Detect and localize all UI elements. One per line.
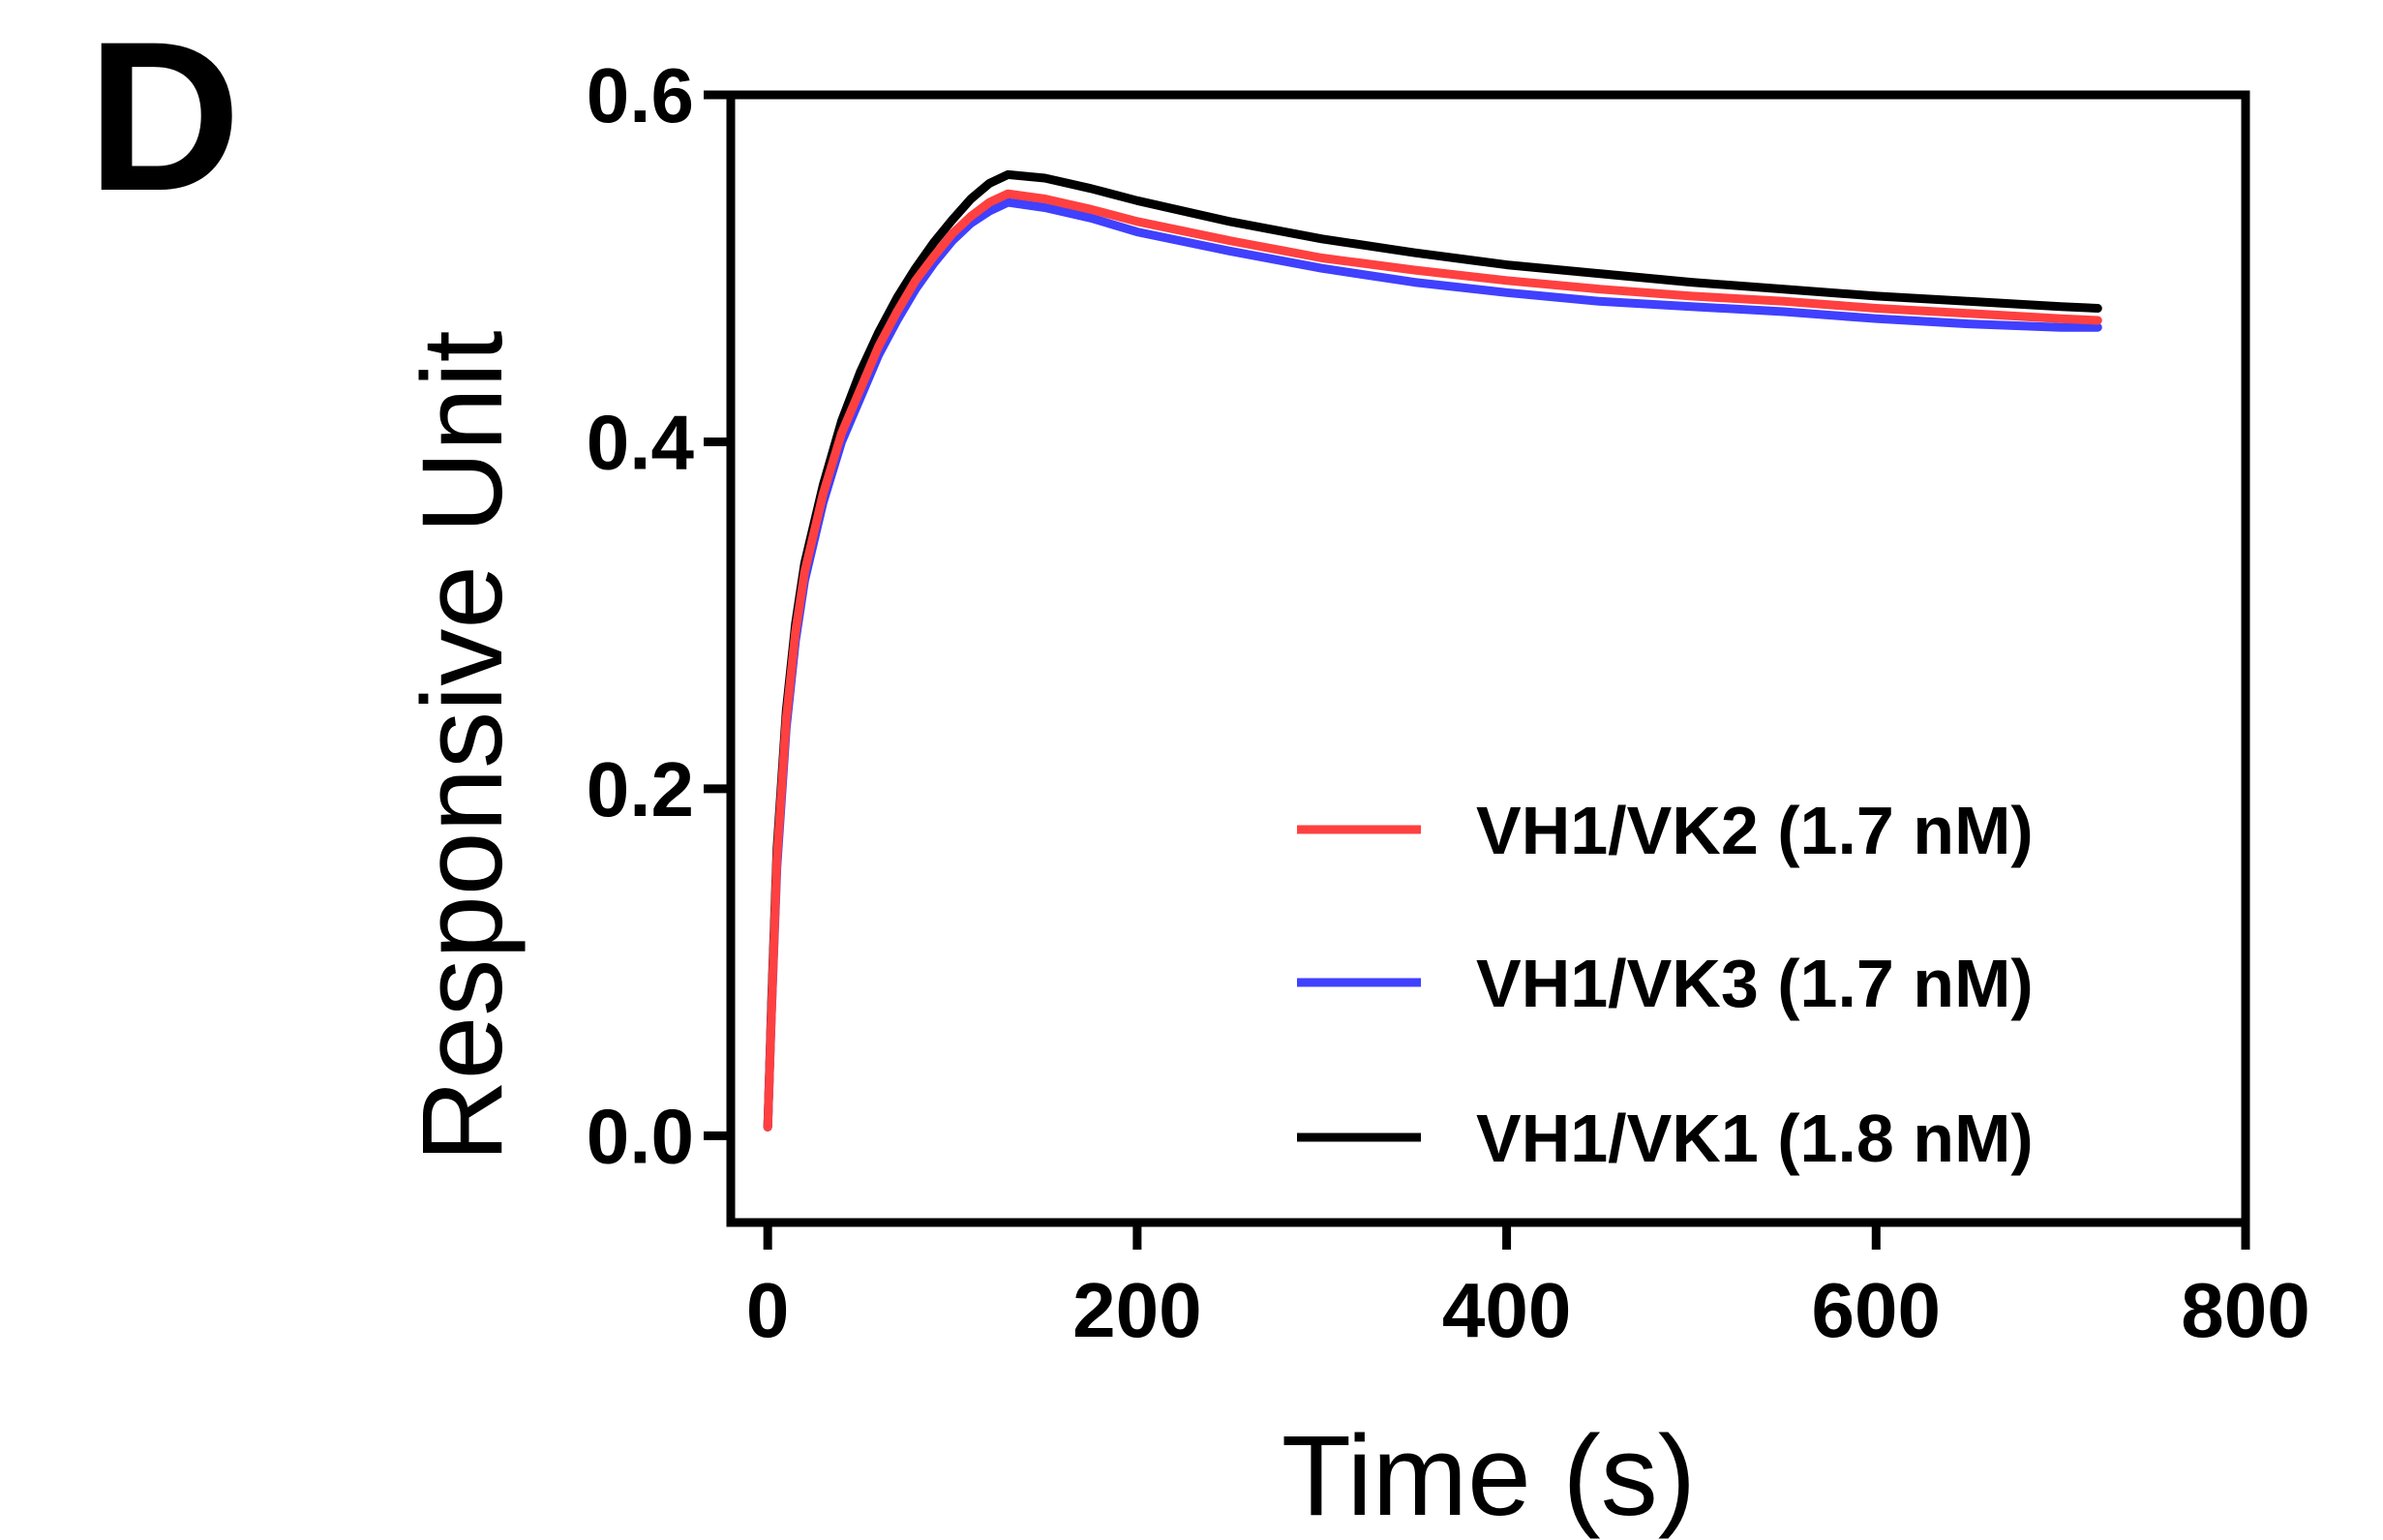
plot-frame (726, 90, 2250, 1227)
series-line-1 (763, 189, 2102, 1132)
x-tick-label: 800 (2181, 1267, 2309, 1353)
legend-label: VH1/VK1 (1.8 nM) (1476, 1101, 2034, 1176)
x-tick-label: 0 (746, 1267, 790, 1353)
axis-ticks: 0 200 400 600 800 0.0 0.2 0.4 0.6 (587, 52, 2310, 1353)
y-axis-title: Responsive Unit (399, 330, 527, 1162)
series-layer (763, 169, 2102, 1132)
legend-label: VH1/VK3 (1.7 nM) (1476, 946, 2034, 1021)
legend: VH1/VK2 (1.7 nM) VH1/VK3 (1.7 nM) VH1/VK1 … (1297, 793, 2034, 1176)
y-tick-label: 0.0 (587, 1093, 694, 1179)
plot-box (726, 90, 2250, 1227)
panel-label: D (87, 0, 241, 235)
y-tick-label: 0.4 (587, 399, 695, 485)
y-tick-label: 0.6 (587, 52, 694, 138)
x-tick-label: 200 (1072, 1267, 1201, 1353)
x-tick-label: 600 (1812, 1267, 1941, 1353)
x-tick-label: 400 (1442, 1267, 1571, 1353)
y-tick-label: 0.2 (587, 746, 694, 832)
x-axis-title: Time (s) (1282, 1412, 1696, 1540)
legend-label: VH1/VK2 (1.7 nM) (1476, 793, 2034, 868)
